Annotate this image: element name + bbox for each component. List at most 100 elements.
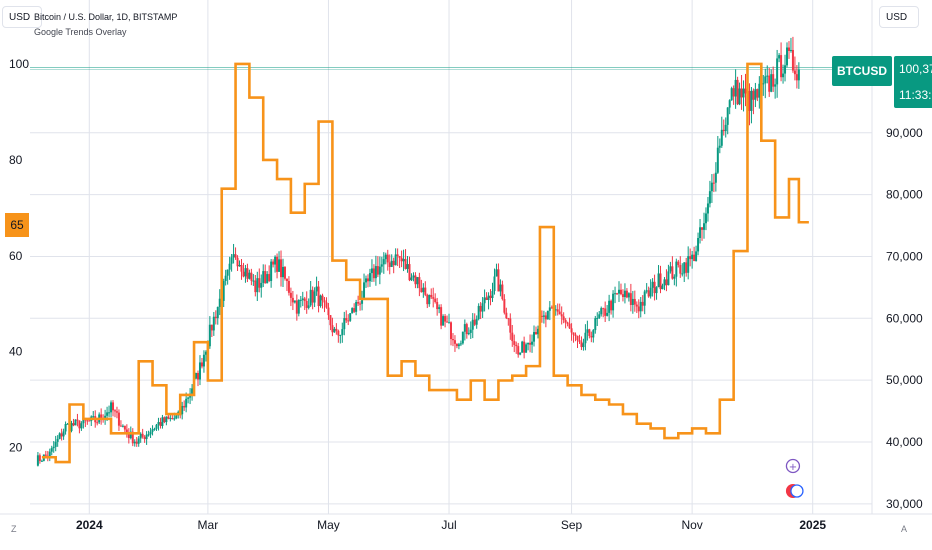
candle-body [145,434,148,440]
candle-body [529,342,532,345]
candle-body [380,264,383,267]
candle-body [515,344,518,347]
candle-body [74,419,77,426]
candle-body [323,300,326,303]
right-axis-tick-label: 50,000 [886,373,923,387]
candle-body [40,460,43,462]
candle-body [171,418,174,420]
candle-body [106,412,109,416]
candle-body [414,275,417,285]
right-scale-currency-button[interactable]: USD [879,6,919,28]
candle-body [108,412,111,414]
candle-body [689,256,692,260]
candle-body [728,100,731,108]
candle-body [663,279,666,286]
candle-body [471,319,474,330]
candle-body [80,423,83,429]
legend-symbol-line: Bitcoin / U.S. Dollar, 1D, BITSTAMP [34,12,178,22]
candle-body [96,422,99,424]
candle-body [365,278,368,283]
candle-body [329,315,332,326]
zoom-toggle[interactable]: Z [11,524,17,534]
candle-body [451,339,454,341]
candle-body [307,305,310,308]
candle-body [325,302,328,308]
candle-body [187,397,190,399]
candle-body [487,295,490,301]
candle-body [612,293,615,311]
candle-body [463,324,466,332]
trends-step-line [41,62,809,464]
candle-body [730,88,733,101]
candle-body [301,298,304,300]
auto-scale-toggle[interactable]: A [901,524,908,534]
candle-body [493,276,496,292]
candle-body [115,411,118,413]
candle-body [633,298,636,305]
candle-body [181,405,184,415]
candle-body [562,316,565,321]
dividend-marker-icon [790,484,804,498]
candle-body [653,281,656,294]
left-scale-currency-button[interactable]: USD [2,6,42,28]
candle-body [521,341,524,353]
candle-body [554,309,557,311]
candle-body [246,268,249,279]
candle-body [335,328,338,331]
candle-body [388,262,391,267]
candle-body [509,318,512,333]
candle-body [665,279,668,286]
candle-body [550,307,553,309]
left-axis-tick-label: 100 [9,57,29,71]
candle-body [117,412,120,426]
candle-body [558,311,561,315]
candle-body [523,341,526,353]
candle-body [218,298,221,307]
trend-value-badge: 65 [5,213,29,237]
candle-body [244,268,247,277]
candle-body [716,147,719,173]
candle-body [143,436,146,440]
candle-body [687,256,690,273]
candle-body [428,294,431,305]
last-price: 100,378 [899,62,932,76]
candle-body [742,88,745,98]
candle-body [649,287,652,297]
candle-body [453,340,456,344]
candle-body [580,341,583,348]
candle-body [280,259,283,278]
candle-body [699,227,702,238]
candle-body [416,277,419,285]
candle-body [614,293,617,295]
candle-body [161,417,164,427]
candle-body [661,285,664,290]
candle-body [594,318,597,331]
candle-body [752,90,755,100]
x-tick-label: Jul [441,518,456,532]
event-marker-glyph: + [789,462,797,473]
right-axis-tick-label: 60,000 [886,311,923,325]
candle-body [50,448,53,452]
candle-body [442,316,445,326]
candle-body [112,402,115,411]
candle-body [475,319,478,325]
candle-body [507,318,510,320]
candle-body [618,289,621,294]
candle-body [309,289,312,306]
candle-body [602,308,605,310]
candle-body [764,76,767,84]
candle-body [212,316,215,331]
candle-body [574,334,577,336]
candle-body [651,281,654,288]
candle-body [382,259,385,265]
candle-body [586,329,589,333]
candle-body [457,344,460,347]
candle-body [600,308,603,315]
candle-body [72,423,75,426]
candle-body [420,288,423,293]
candle-body [252,280,255,282]
legend-indicator-line[interactable]: Google Trends Overlay [34,27,127,37]
candle-body [281,266,284,278]
candle-body [406,264,409,269]
